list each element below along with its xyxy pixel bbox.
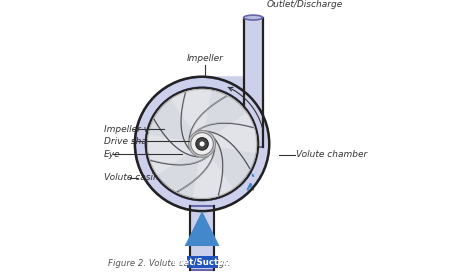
Text: Impeller vane: Impeller vane (104, 125, 166, 134)
Circle shape (137, 79, 267, 209)
FancyBboxPatch shape (187, 256, 218, 268)
Wedge shape (171, 89, 211, 144)
Circle shape (147, 89, 256, 198)
Bar (244, 18, 263, 146)
Text: Eye: Eye (104, 150, 120, 159)
Polygon shape (202, 77, 269, 174)
Text: Impeller: Impeller (186, 54, 223, 63)
Circle shape (135, 77, 269, 211)
Text: Volute casing: Volute casing (104, 173, 164, 182)
Wedge shape (192, 144, 233, 198)
Circle shape (146, 87, 258, 200)
Ellipse shape (244, 15, 263, 20)
Polygon shape (184, 211, 219, 246)
Wedge shape (147, 134, 202, 175)
Text: Drive shaft: Drive shaft (104, 137, 154, 146)
Wedge shape (202, 113, 256, 153)
Circle shape (191, 133, 213, 155)
Text: Figure 2. Volute case design: Figure 2. Volute case design (108, 259, 230, 268)
Circle shape (189, 131, 216, 157)
Bar (190, 206, 214, 270)
Circle shape (200, 141, 205, 146)
Text: Outlet/Discharge: Outlet/Discharge (266, 0, 343, 9)
Text: Volute chamber: Volute chamber (296, 150, 367, 159)
Circle shape (196, 138, 208, 150)
Text: Inlet/Suction: Inlet/Suction (171, 258, 233, 266)
